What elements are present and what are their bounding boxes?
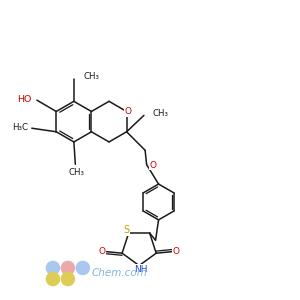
Text: O: O [150, 161, 157, 170]
Circle shape [46, 261, 59, 274]
Text: H₃C: H₃C [12, 123, 28, 132]
Text: O: O [173, 247, 180, 256]
Circle shape [76, 261, 89, 274]
Circle shape [61, 261, 74, 274]
Text: S: S [123, 225, 129, 235]
Text: O: O [124, 107, 132, 116]
Text: CH₃: CH₃ [83, 72, 99, 81]
Text: O: O [99, 247, 106, 256]
Text: HO: HO [17, 95, 32, 104]
Circle shape [46, 272, 59, 286]
Circle shape [61, 272, 74, 286]
Text: CH₃: CH₃ [153, 110, 169, 118]
Text: NH: NH [134, 265, 147, 274]
Text: Chem.com: Chem.com [92, 268, 148, 278]
Text: CH₃: CH₃ [69, 168, 85, 177]
